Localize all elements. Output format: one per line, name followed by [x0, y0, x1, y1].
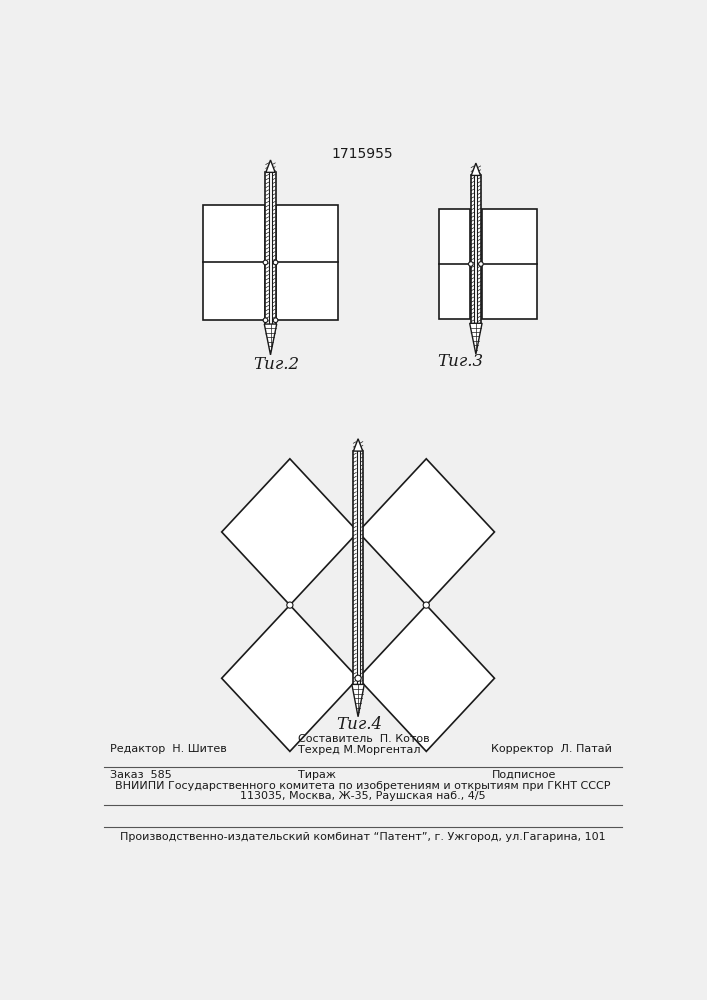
Bar: [269, 172, 272, 324]
Polygon shape: [264, 324, 276, 355]
Bar: [471, 175, 481, 323]
Polygon shape: [222, 459, 358, 605]
Bar: [439, 209, 470, 319]
Polygon shape: [469, 323, 482, 354]
Text: ВНИИПИ Государственного комитета по изобретениям и открытиям при ГКНТ СССР: ВНИИПИ Государственного комитета по изоб…: [115, 781, 610, 791]
Text: Редактор  Н. Шитев: Редактор Н. Шитев: [110, 744, 227, 754]
Text: Τиг.2: Τиг.2: [253, 356, 300, 373]
Bar: [474, 175, 477, 323]
Bar: [353, 451, 363, 684]
Text: Τиг.3: Τиг.3: [437, 353, 484, 370]
Circle shape: [469, 262, 473, 266]
Text: Техред М.Моргентал: Техред М.Моргентал: [298, 745, 420, 755]
Circle shape: [273, 318, 278, 323]
Polygon shape: [266, 160, 275, 172]
Polygon shape: [222, 605, 358, 751]
Text: Τиг.4: Τиг.4: [337, 716, 382, 733]
Bar: [276, 205, 339, 320]
Circle shape: [423, 602, 429, 608]
Text: Составитель  П. Котов: Составитель П. Котов: [298, 734, 429, 744]
Polygon shape: [354, 439, 363, 451]
Circle shape: [479, 262, 484, 266]
Text: Корректор  Л. Патай: Корректор Л. Патай: [491, 744, 612, 754]
Circle shape: [287, 602, 293, 608]
Bar: [203, 205, 264, 320]
Circle shape: [355, 675, 361, 681]
Text: 1715955: 1715955: [331, 147, 393, 161]
Circle shape: [273, 260, 278, 265]
Text: Тираж: Тираж: [298, 770, 336, 780]
Text: 113035, Москва, Ж-35, Раушская наб., 4/5: 113035, Москва, Ж-35, Раушская наб., 4/5: [240, 791, 486, 801]
Text: Заказ  585: Заказ 585: [110, 770, 172, 780]
Polygon shape: [472, 163, 481, 175]
Polygon shape: [358, 605, 494, 751]
Text: Производственно-издательский комбинат “Патент”, г. Ужгород, ул.Гагарина, 101: Производственно-издательский комбинат “П…: [120, 832, 605, 842]
Bar: [481, 209, 537, 319]
Circle shape: [263, 318, 268, 323]
Polygon shape: [358, 459, 494, 605]
Text: Подписное: Подписное: [491, 770, 556, 780]
Circle shape: [263, 260, 268, 265]
Polygon shape: [352, 684, 364, 717]
Bar: [356, 451, 360, 684]
Bar: [265, 172, 276, 324]
